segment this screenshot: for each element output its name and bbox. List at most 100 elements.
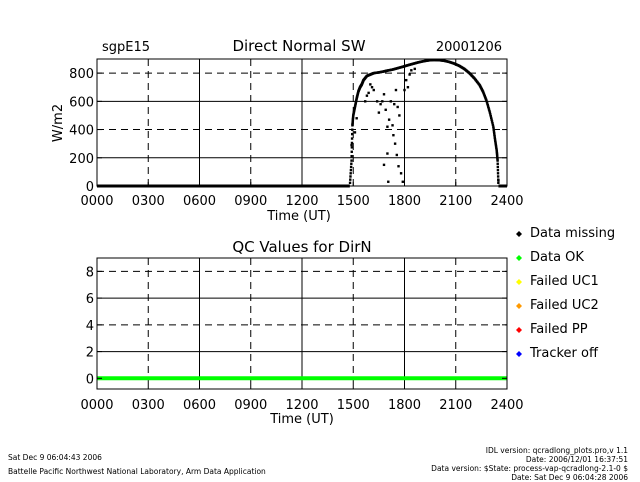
scatter-point [395, 153, 399, 157]
scatter-point [379, 102, 382, 106]
data-point [495, 146, 498, 150]
footer-left-timestamp: Sat Dec 9 06:04:43 2006 [8, 453, 102, 462]
scatter-point [355, 117, 358, 120]
top-grid [97, 59, 507, 186]
data-point [348, 181, 352, 185]
scatter-point [369, 83, 372, 86]
legend-marker [516, 351, 522, 357]
legend-label: Tracker off [529, 346, 599, 361]
data-point [350, 150, 353, 153]
legend-label: Data OK [530, 250, 584, 265]
data-point [349, 165, 353, 169]
scatter-point [410, 69, 413, 72]
y-tick-label: 800 [69, 67, 94, 82]
data-point [485, 100, 489, 104]
data-point [492, 131, 496, 135]
data-point [494, 141, 497, 144]
top-y-axis-label: W/m2 [51, 104, 66, 142]
top-x-axis-label: Time (UT) [266, 209, 331, 224]
qc-chart-title: QC Values for DirN [232, 238, 371, 256]
scatter-point [393, 142, 397, 145]
data-point [496, 158, 499, 161]
data-point [350, 137, 354, 140]
footer-left-credit: Battelle Pacific Northwest National Labo… [8, 467, 266, 476]
data-point [495, 154, 499, 157]
scatter-point [386, 125, 389, 128]
data-point [496, 175, 500, 178]
x-tick-label: 0900 [234, 398, 267, 413]
x-tick-label: 0000 [80, 398, 113, 413]
top-x-tick-labels: 0000 0300 0600 0900 1200 1500 1800 2100 2400 [80, 182, 524, 209]
x-tick-label: 2100 [439, 194, 472, 209]
x-tick-label: 0000 [80, 194, 113, 209]
data-point [351, 117, 355, 121]
data-point [489, 114, 492, 118]
legend-label: Failed UC1 [530, 274, 599, 289]
scatter-point [382, 163, 386, 167]
data-point [493, 136, 497, 140]
x-tick-label: 1800 [388, 398, 421, 413]
top-chart-title: Direct Normal SW [232, 37, 365, 55]
scatter-point [389, 100, 393, 103]
data-point [495, 151, 499, 155]
x-tick-label: 2400 [490, 194, 523, 209]
data-point [491, 122, 494, 125]
bottom-y-tick-labels: 0 2 4 6 8 [86, 265, 507, 387]
scatter-point [375, 100, 379, 103]
y-tick-label: 400 [69, 124, 94, 139]
legend-item: Data OK [516, 250, 584, 265]
data-point [350, 162, 353, 165]
scatter-point [384, 108, 387, 111]
data-point [488, 111, 492, 114]
bottom-x-tick-labels: 0000 0300 0600 0900 1200 1500 1800 2100 2400 [80, 385, 524, 413]
data-point [486, 103, 489, 107]
data-point [490, 118, 493, 121]
x-tick-label: 1500 [337, 194, 370, 209]
data-point [490, 120, 494, 123]
bottom-panel: QC Values for DirN 0000 0300 0600 0900 1200 1… [80, 238, 523, 427]
legend-marker [516, 303, 522, 309]
data-point [486, 102, 489, 105]
legend-item: Failed PP [516, 322, 588, 337]
x-tick-label: 0600 [183, 398, 216, 413]
data-point [496, 172, 500, 175]
scatter-point [397, 165, 400, 168]
data-point [497, 181, 500, 185]
scatter-point [405, 78, 408, 82]
data-point [493, 135, 496, 138]
data-point [351, 116, 355, 120]
footer-idl-version: IDL version: qcradlong_plots.pro,v 1.1 [485, 446, 628, 455]
scatter-point [387, 118, 391, 121]
data-point [351, 119, 355, 122]
data-point [487, 105, 490, 108]
data-point [495, 150, 499, 154]
data-point [350, 146, 354, 149]
x-tick-label: 1200 [285, 194, 318, 209]
legend-label: Data missing [530, 226, 615, 241]
data-point [487, 108, 491, 111]
top-y-tick-labels: 0 200 400 600 800 [69, 67, 507, 195]
scatter-point [401, 180, 404, 183]
scatter-point [398, 114, 401, 117]
y-tick-label: 4 [86, 319, 94, 334]
legend-marker [516, 279, 522, 285]
x-tick-label: 0600 [183, 194, 216, 209]
scatter-point [387, 180, 390, 183]
data-point [488, 109, 491, 113]
legend-marker [516, 327, 522, 333]
y-tick-label: 6 [86, 292, 94, 307]
data-point [496, 156, 499, 160]
x-tick-label: 1200 [285, 398, 318, 413]
x-tick-label: 1500 [337, 398, 370, 413]
data-point [492, 128, 495, 132]
data-point [494, 143, 498, 147]
scatter-point [367, 91, 370, 95]
footer-data-version: Data version: $State: process-vap-qcradl… [431, 464, 628, 473]
data-point [496, 165, 500, 169]
data-point [350, 154, 353, 158]
data-point [491, 123, 495, 127]
data-point [351, 115, 355, 118]
data-point [349, 178, 352, 181]
data-point [495, 153, 499, 156]
legend-label: Failed UC2 [530, 298, 599, 313]
